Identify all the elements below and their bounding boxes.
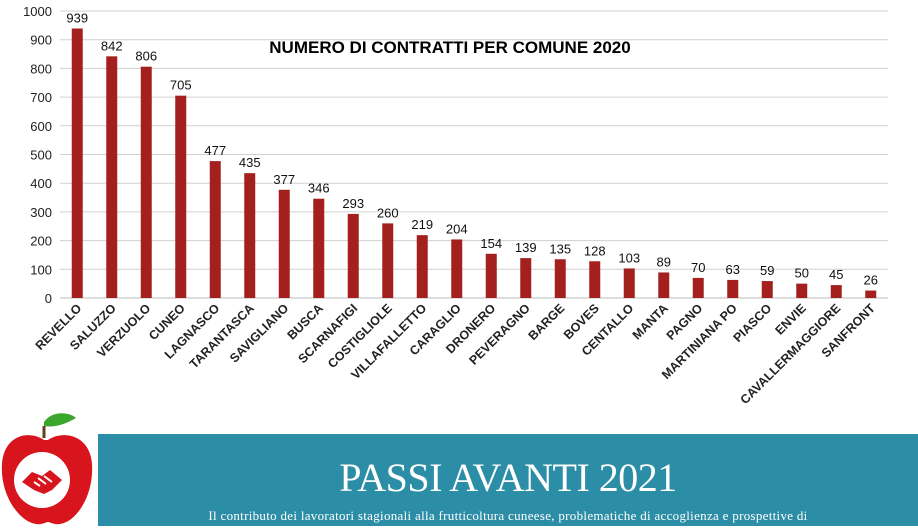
data-label: 204 [446, 221, 468, 236]
y-tick-label: 800 [30, 61, 52, 76]
y-tick-label: 900 [30, 33, 52, 48]
x-tick-label: PEVERAGNO [466, 301, 533, 368]
data-label: 806 [135, 49, 157, 64]
y-tick-label: 400 [30, 176, 52, 191]
bar [692, 277, 704, 298]
bar [589, 261, 601, 298]
bar [830, 285, 842, 298]
data-label: 705 [170, 78, 192, 93]
bar [106, 56, 118, 298]
banner: PASSI AVANTI 2021 Il contributo dei lavo… [98, 434, 918, 526]
apple-handshake-icon [1, 413, 93, 525]
data-label: 63 [726, 262, 740, 277]
bar-chart: 0 100 200 300 400 500 600 700 800 900 1000 939 842 8… [23, 4, 888, 407]
x-tick-label: MANTA [630, 301, 671, 342]
y-tick-label: 1000 [23, 4, 52, 19]
data-label: 135 [549, 241, 571, 256]
bar [727, 279, 739, 298]
data-label: 45 [829, 267, 843, 282]
y-axis: 0 100 200 300 400 500 600 700 800 900 1000 [23, 4, 52, 306]
y-tick-label: 500 [30, 148, 52, 163]
data-label: 139 [515, 240, 537, 255]
bar [451, 239, 463, 298]
bar [140, 66, 152, 298]
data-label: 50 [795, 266, 809, 281]
bar [278, 189, 290, 298]
bar [865, 290, 877, 298]
bars [71, 28, 877, 299]
y-tick-label: 600 [30, 119, 52, 134]
bar [554, 259, 566, 298]
x-axis-labels: REVELLOSALUZZOVERZUOLOCUNEOLAGNASCOTARAN… [33, 301, 878, 407]
x-tick-label: PIASCO [731, 301, 775, 345]
bar [71, 28, 83, 299]
bar [485, 253, 497, 298]
data-label: 293 [342, 196, 364, 211]
data-label: 89 [657, 254, 671, 269]
banner-subtitle: Il contributo dei lavoratori stagionali … [208, 508, 808, 523]
banner-title: PASSI AVANTI 2021 [339, 455, 677, 500]
data-label: 435 [239, 155, 261, 170]
bar [761, 281, 773, 298]
bar [313, 198, 325, 298]
data-label: 154 [480, 236, 502, 251]
y-tick-label: 200 [30, 234, 52, 249]
x-tick-label: BARGE [526, 301, 568, 343]
y-tick-label: 100 [30, 262, 52, 277]
data-label: 377 [273, 172, 295, 187]
bar [209, 161, 221, 298]
gridlines [60, 10, 888, 299]
bar [175, 95, 187, 298]
y-tick-label: 0 [45, 291, 52, 306]
apple-handshake-logo [0, 412, 96, 526]
bar [623, 268, 635, 298]
data-label: 26 [864, 273, 878, 288]
chart-title: NUMERO DI CONTRATTI PER COMUNE 2020 [269, 38, 630, 57]
data-label: 842 [101, 38, 123, 53]
bar [416, 235, 428, 298]
data-label: 70 [691, 260, 705, 275]
bar [520, 258, 532, 298]
y-tick-label: 300 [30, 205, 52, 220]
bar [382, 223, 394, 298]
bar [347, 213, 359, 298]
data-label: 219 [411, 217, 433, 232]
data-label: 477 [204, 143, 226, 158]
bar [244, 173, 256, 298]
data-label: 103 [618, 250, 640, 265]
y-tick-label: 700 [30, 90, 52, 105]
data-label: 939 [66, 11, 88, 26]
data-label: 260 [377, 205, 399, 220]
bar [658, 272, 670, 298]
data-labels: 939 842 806 705 477 435 377 346 293 260 219 204 154 1… [66, 11, 878, 288]
data-label: 128 [584, 243, 606, 258]
data-label: 346 [308, 181, 330, 196]
bar [796, 283, 808, 298]
data-label: 59 [760, 263, 774, 278]
